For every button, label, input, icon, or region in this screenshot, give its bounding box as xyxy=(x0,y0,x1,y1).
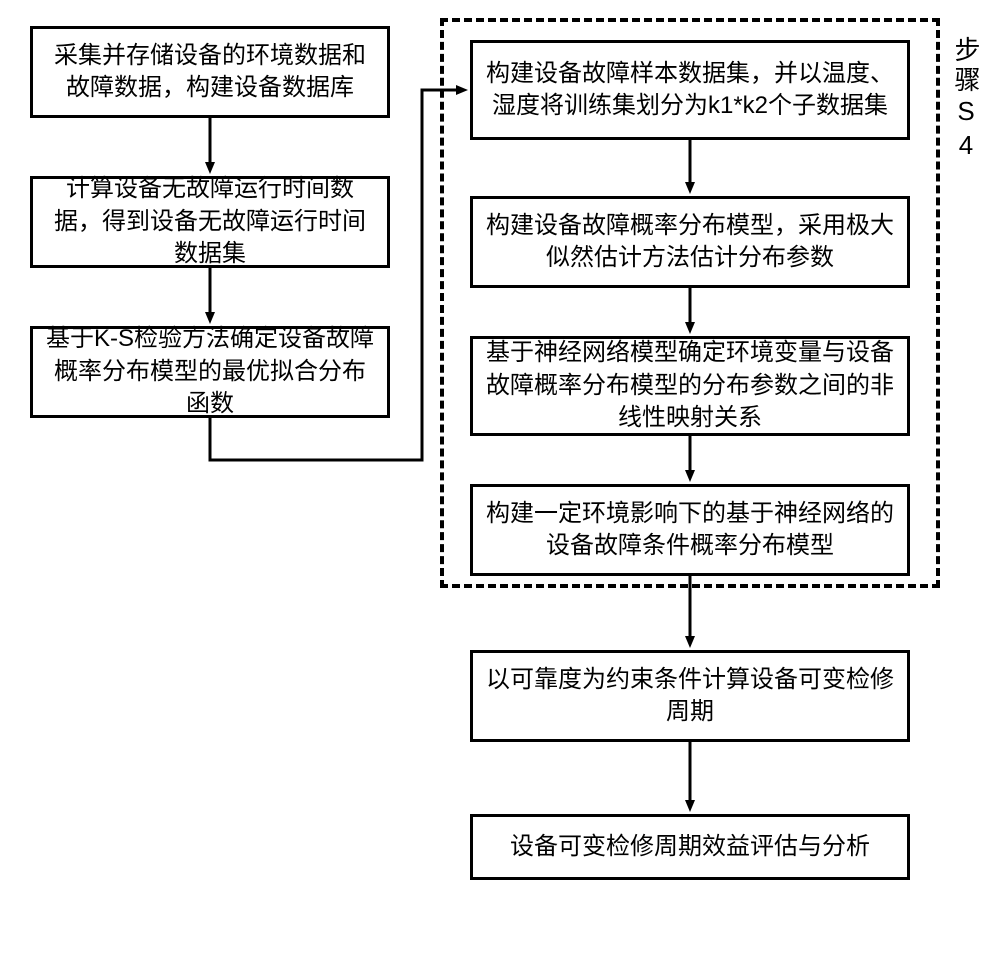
box-variable-period: 以可靠度为约束条件计算设备可变检修周期 xyxy=(470,650,910,742)
box-nn-mapping: 基于神经网络模型确定环境变量与设备故障概率分布模型的分布参数之间的非线性映射关系 xyxy=(470,336,910,436)
box-build-dataset: 构建设备故障样本数据集，并以温度、湿度将训练集划分为k1*k2个子数据集 xyxy=(470,40,910,140)
box-ks-test: 基于K-S检验方法确定设备故障概率分布模型的最优拟合分布函数 xyxy=(30,326,390,418)
box-benefit-analysis: 设备可变检修周期效益评估与分析 xyxy=(470,814,910,880)
box-mle-estimate: 构建设备故障概率分布模型，采用极大似然估计方法估计分布参数 xyxy=(470,196,910,288)
s4-label: 步骤S4 xyxy=(948,36,985,164)
box-collect-store: 采集并存储设备的环境数据和故障数据，构建设备数据库 xyxy=(30,26,390,118)
box-compute-uptime: 计算设备无故障运行时间数据，得到设备无故障运行时间数据集 xyxy=(30,176,390,268)
box-conditional-model: 构建一定环境影响下的基于神经网络的设备故障条件概率分布模型 xyxy=(470,484,910,576)
